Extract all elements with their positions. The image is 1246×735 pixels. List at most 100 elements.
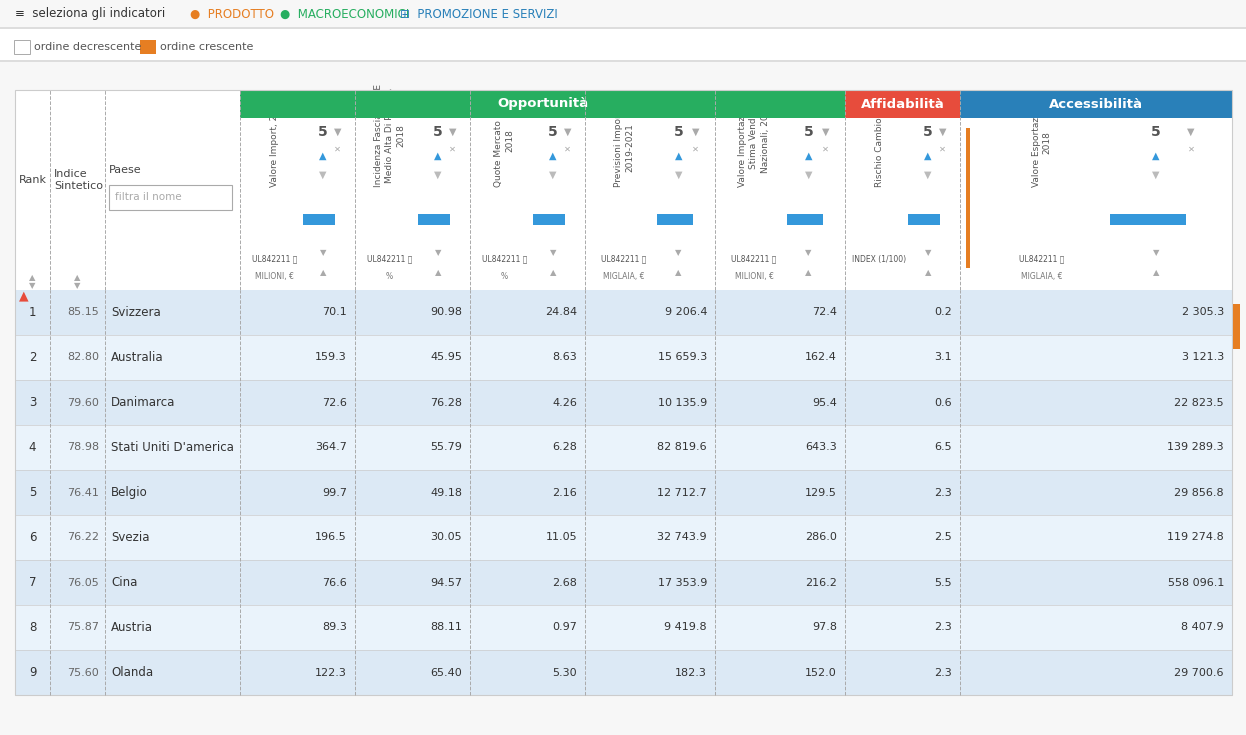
Text: 2.3: 2.3 <box>934 487 952 498</box>
Text: 6.5: 6.5 <box>934 442 952 453</box>
Text: 29 856.8: 29 856.8 <box>1175 487 1224 498</box>
Text: 2.16: 2.16 <box>552 487 577 498</box>
Bar <box>908 215 941 225</box>
Text: Previsioni Import,
2019-2021: Previsioni Import, 2019-2021 <box>614 107 634 187</box>
Text: ✕: ✕ <box>692 145 699 154</box>
Text: 75.60: 75.60 <box>67 667 98 678</box>
Text: 75.87: 75.87 <box>67 623 98 633</box>
Text: 22 823.5: 22 823.5 <box>1175 398 1224 407</box>
Text: 76.05: 76.05 <box>67 578 98 587</box>
Text: 196.5: 196.5 <box>315 532 346 542</box>
Text: ▲: ▲ <box>75 273 81 282</box>
Text: 2: 2 <box>29 351 36 364</box>
Text: 0.97: 0.97 <box>552 623 577 633</box>
Text: ordine decrescente: ordine decrescente <box>34 42 141 52</box>
Text: 5: 5 <box>1151 125 1161 139</box>
Text: ≡  seleziona gli indicatori: ≡ seleziona gli indicatori <box>15 7 166 21</box>
Text: MIGLAIA, €: MIGLAIA, € <box>1020 272 1063 281</box>
Text: ▼: ▼ <box>925 170 932 180</box>
Text: 9: 9 <box>29 666 36 679</box>
Text: Stati Uniti D'america: Stati Uniti D'america <box>111 441 234 454</box>
Text: Rank: Rank <box>19 175 47 185</box>
Text: ▼: ▼ <box>319 248 326 257</box>
Text: 5.5: 5.5 <box>934 578 952 587</box>
Text: ▼: ▼ <box>75 282 81 290</box>
Text: 76.22: 76.22 <box>67 532 98 542</box>
Text: ▼: ▼ <box>1153 170 1160 180</box>
Text: 97.8: 97.8 <box>812 623 837 633</box>
Text: Svezia: Svezia <box>111 531 150 544</box>
Text: 49.18: 49.18 <box>430 487 462 498</box>
Text: Belgio: Belgio <box>111 486 148 499</box>
Text: 82.80: 82.80 <box>67 353 98 362</box>
Text: 30.05: 30.05 <box>430 532 462 542</box>
Text: 3.1: 3.1 <box>934 353 952 362</box>
Text: 45.95: 45.95 <box>430 353 462 362</box>
Text: ▲: ▲ <box>19 290 29 303</box>
Text: ▲: ▲ <box>1153 268 1159 277</box>
Text: 2.68: 2.68 <box>552 578 577 587</box>
Text: 24.84: 24.84 <box>545 307 577 318</box>
Text: 8 407.9: 8 407.9 <box>1181 623 1224 633</box>
Text: ▼: ▼ <box>822 126 830 137</box>
Text: Danimarca: Danimarca <box>111 396 176 409</box>
Text: 159.3: 159.3 <box>315 353 346 362</box>
Text: Incidenza Fascia Alta E
Medio Alta Di Prezzo,
2018: Incidenza Fascia Alta E Medio Alta Di Pr… <box>374 84 405 187</box>
Text: 5: 5 <box>674 125 684 139</box>
Text: 364.7: 364.7 <box>315 442 346 453</box>
Text: ▼: ▼ <box>692 126 699 137</box>
Text: 8.63: 8.63 <box>552 353 577 362</box>
Text: 182.3: 182.3 <box>675 667 706 678</box>
Text: ordine crescente: ordine crescente <box>159 42 253 52</box>
Bar <box>657 215 693 225</box>
Text: ▲: ▲ <box>1153 151 1160 161</box>
Text: 1: 1 <box>29 306 36 319</box>
Text: MIGLAIA, €: MIGLAIA, € <box>603 272 644 281</box>
Text: ▲: ▲ <box>319 268 326 277</box>
Text: ✕: ✕ <box>939 145 946 154</box>
Text: Austria: Austria <box>111 621 153 634</box>
Text: 2.5: 2.5 <box>934 532 952 542</box>
Text: Accessibilità: Accessibilità <box>1049 98 1143 110</box>
Text: 15 659.3: 15 659.3 <box>658 353 706 362</box>
Text: ▲: ▲ <box>434 151 441 161</box>
Text: 5: 5 <box>432 125 442 139</box>
Text: ▼: ▼ <box>805 170 812 180</box>
Text: 2.3: 2.3 <box>934 623 952 633</box>
Text: 94.57: 94.57 <box>430 578 462 587</box>
Text: 76.28: 76.28 <box>430 398 462 407</box>
Text: Svizzera: Svizzera <box>111 306 161 319</box>
Text: 558 096.1: 558 096.1 <box>1168 578 1224 587</box>
Bar <box>533 215 566 225</box>
Text: UL842211 ⓘ: UL842211 ⓘ <box>366 254 412 264</box>
Text: 5: 5 <box>923 125 933 139</box>
Text: 129.5: 129.5 <box>805 487 837 498</box>
Text: 5: 5 <box>804 125 814 139</box>
Text: ▼: ▼ <box>29 282 36 290</box>
Text: 5.30: 5.30 <box>552 667 577 678</box>
Text: MILIONI, €: MILIONI, € <box>735 272 774 281</box>
Text: 8: 8 <box>29 621 36 634</box>
Text: 5: 5 <box>318 125 328 139</box>
Text: 152.0: 152.0 <box>805 667 837 678</box>
Text: 6.28: 6.28 <box>552 442 577 453</box>
Bar <box>303 215 335 225</box>
Text: 162.4: 162.4 <box>805 353 837 362</box>
Text: 3 121.3: 3 121.3 <box>1181 353 1224 362</box>
Text: UL842211 ⓘ: UL842211 ⓘ <box>1019 254 1064 264</box>
Bar <box>1110 215 1186 225</box>
Text: ▲: ▲ <box>675 151 683 161</box>
Text: Australia: Australia <box>111 351 163 364</box>
Text: ▲: ▲ <box>549 151 557 161</box>
Text: 17 353.9: 17 353.9 <box>658 578 706 587</box>
Text: 76.41: 76.41 <box>67 487 98 498</box>
Text: 95.4: 95.4 <box>812 398 837 407</box>
Text: ▼: ▼ <box>435 248 441 257</box>
Text: 79.60: 79.60 <box>67 398 98 407</box>
Text: ✕: ✕ <box>564 145 571 154</box>
Text: 286.0: 286.0 <box>805 532 837 542</box>
Text: ▼: ▼ <box>675 170 683 180</box>
Text: ▼: ▼ <box>1187 126 1195 137</box>
Text: ▼: ▼ <box>925 248 931 257</box>
Text: MILIONI, €: MILIONI, € <box>255 272 294 281</box>
